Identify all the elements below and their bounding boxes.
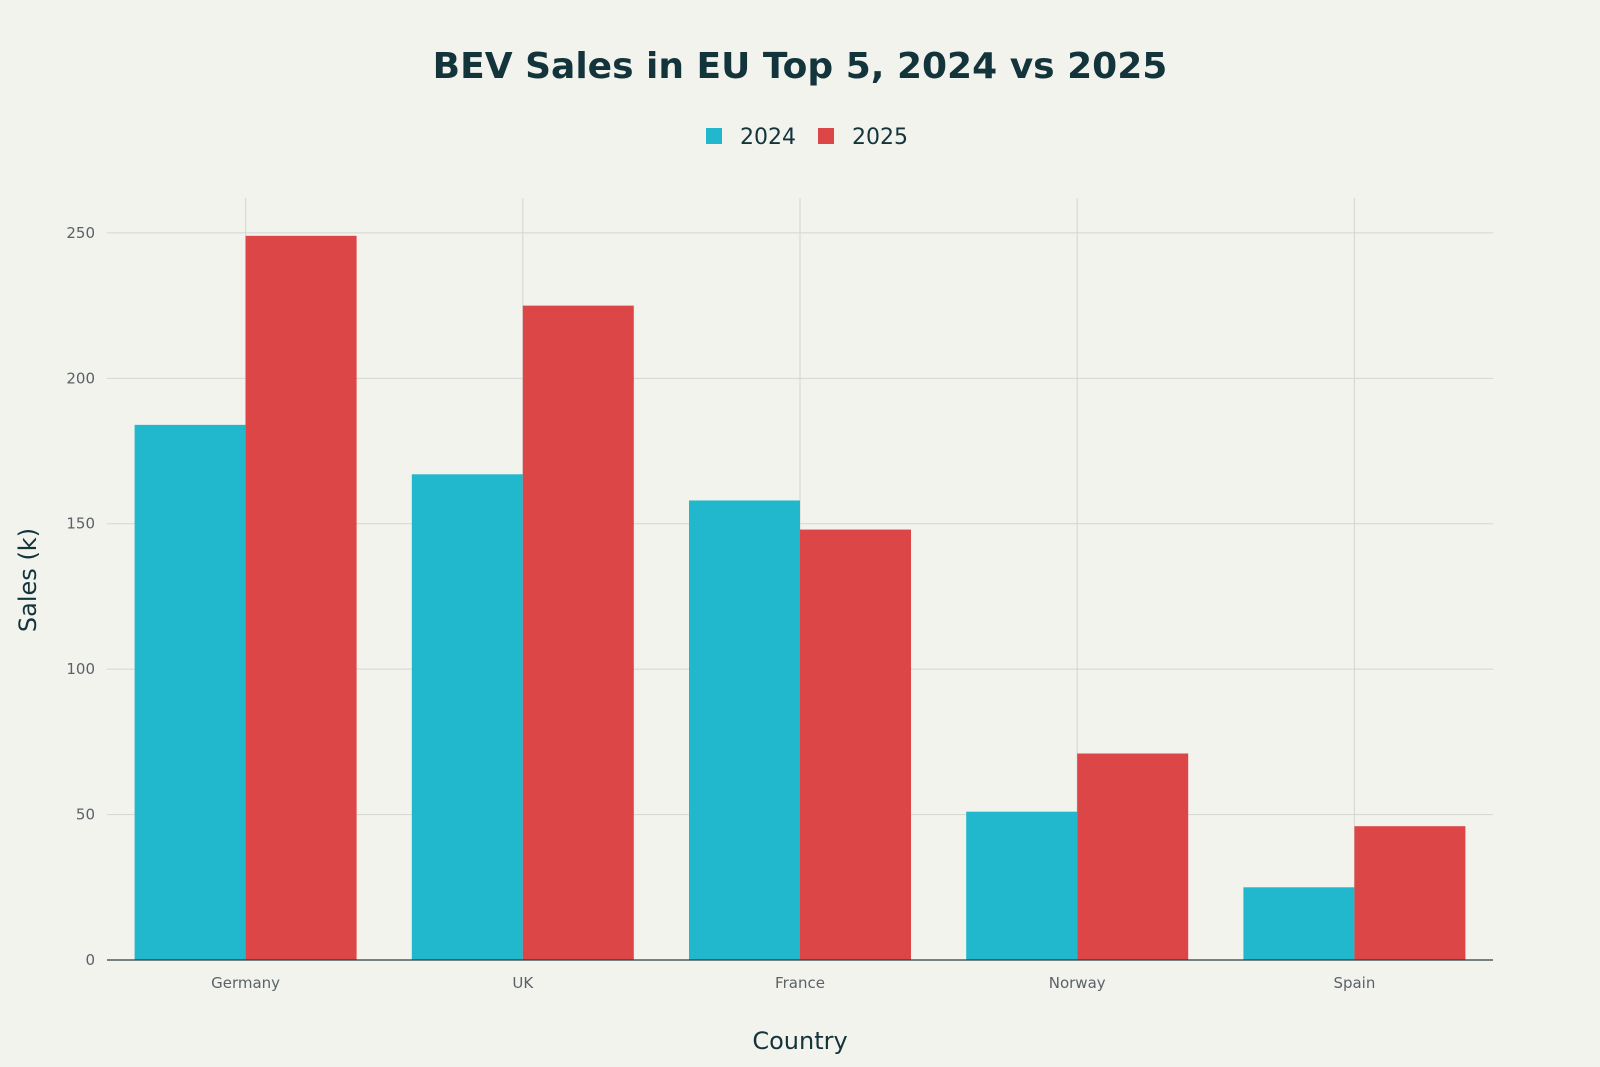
y-tick-label: 250 [66, 224, 95, 242]
legend: 2024 2025 [706, 125, 908, 150]
bar-2024-germany[interactable] [134, 424, 246, 960]
y-tick-label: 100 [66, 660, 95, 678]
bars [134, 235, 1466, 961]
y-tick-label: 150 [66, 515, 95, 533]
x-tick-label: Norway [1049, 974, 1106, 992]
x-tick-label: Spain [1333, 974, 1375, 992]
bar-2025-france[interactable] [800, 529, 911, 960]
bar-2024-france[interactable] [689, 500, 800, 960]
legend-label-2025: 2025 [852, 125, 908, 150]
y-tick-label: 50 [76, 806, 95, 824]
bar-2024-norway[interactable] [966, 811, 1078, 960]
legend-item-2024[interactable]: 2024 [706, 125, 796, 150]
y-tick-label: 0 [85, 951, 95, 969]
y-tick-label: 200 [66, 369, 95, 387]
legend-label-2024: 2024 [740, 125, 796, 150]
bar-2025-uk[interactable] [522, 305, 634, 960]
legend-item-2025[interactable]: 2025 [818, 125, 908, 150]
y-axis-title: Sales (k) [14, 528, 42, 632]
legend-swatch-2024 [706, 128, 722, 144]
y-axis-ticks: 0 50 100 150 200 250 [66, 224, 95, 969]
chart-title: BEV Sales in EU Top 5, 2024 vs 2025 [433, 46, 1168, 87]
x-axis-title: Country [752, 1027, 847, 1055]
x-tick-label: UK [512, 974, 534, 992]
bar-2025-norway[interactable] [1077, 753, 1189, 960]
legend-swatch-2025 [818, 128, 834, 144]
x-tick-label: France [775, 974, 825, 992]
bar-2024-uk[interactable] [411, 474, 523, 960]
x-tick-label: Germany [211, 974, 280, 992]
bar-2025-spain[interactable] [1354, 826, 1466, 960]
x-axis-ticks: Germany UK France Norway Spain [211, 974, 1375, 992]
bar-2024-spain[interactable] [1243, 887, 1355, 960]
bar-2025-germany[interactable] [245, 235, 357, 961]
